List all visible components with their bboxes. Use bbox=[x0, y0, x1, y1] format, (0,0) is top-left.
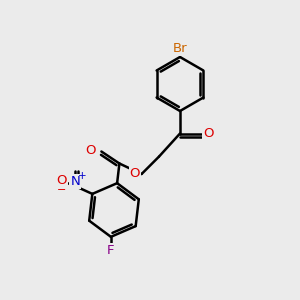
Text: +: + bbox=[78, 171, 87, 181]
Text: −: − bbox=[57, 185, 66, 195]
Text: F: F bbox=[107, 244, 115, 257]
Text: O: O bbox=[203, 127, 214, 140]
Text: O: O bbox=[85, 143, 95, 157]
Text: O: O bbox=[56, 175, 67, 188]
Text: O: O bbox=[130, 167, 140, 180]
Text: N: N bbox=[70, 176, 80, 188]
Text: Br: Br bbox=[173, 42, 187, 55]
